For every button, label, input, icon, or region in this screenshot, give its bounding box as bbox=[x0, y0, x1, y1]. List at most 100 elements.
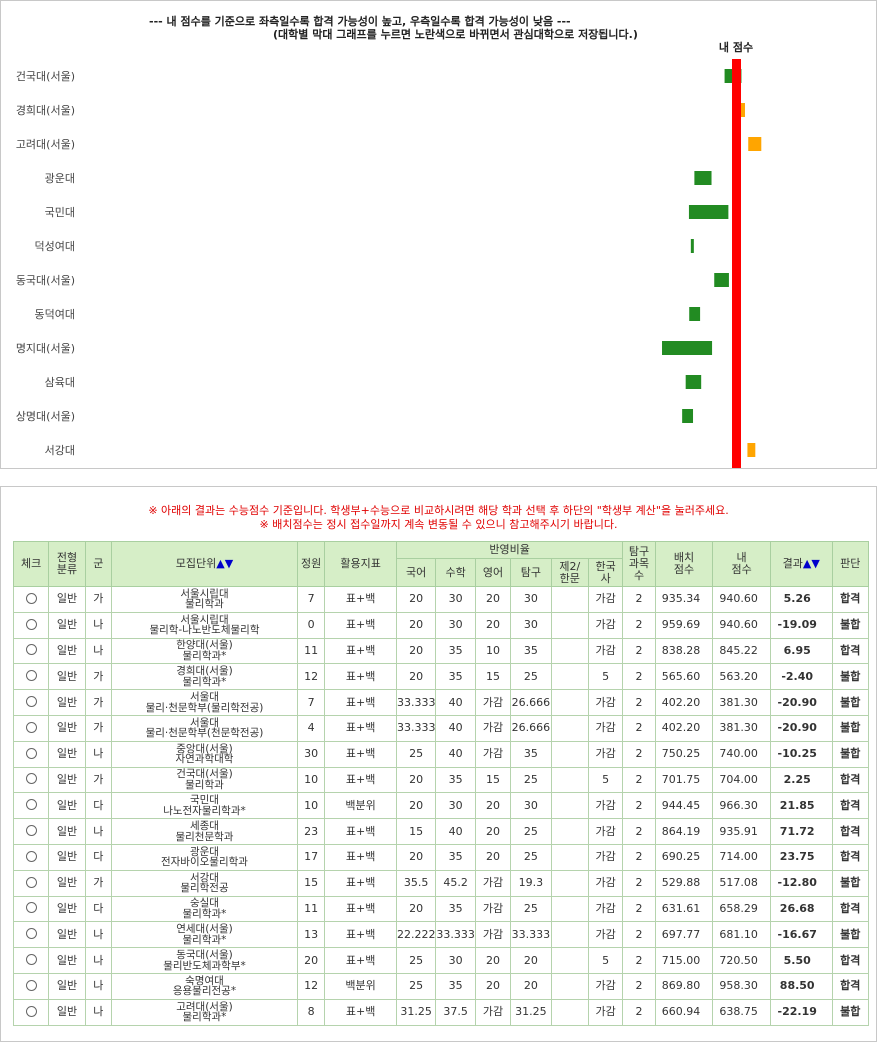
range-bar[interactable] bbox=[685, 375, 702, 389]
table-row[interactable]: 일반 나 연세대(서울) 물리학과* 13 표+백 22.222 33.333 가감 33.333… bbox=[12, 921, 870, 949]
cell-my: 517.08 bbox=[712, 869, 771, 897]
row-check-cell[interactable] bbox=[12, 921, 50, 949]
category-label: 광운대 bbox=[45, 172, 75, 185]
range-bar[interactable] bbox=[662, 341, 713, 355]
row-select-radio[interactable] bbox=[25, 721, 37, 733]
row-check-cell[interactable] bbox=[12, 843, 50, 871]
cell-hist: 가감 bbox=[587, 792, 624, 820]
row-select-radio[interactable] bbox=[25, 825, 37, 837]
range-bar-chart: 내 점수 건국대(서울) 경희대(서울) 고려대(서울) 광운대국민대덕성여대동국대(… bbox=[16, 40, 762, 468]
row-check-cell[interactable] bbox=[12, 869, 50, 897]
cell-inq: 20 bbox=[510, 947, 552, 974]
row-check-cell[interactable] bbox=[12, 947, 50, 974]
cell-lang2 bbox=[550, 869, 589, 897]
table-row[interactable]: 일반 나 서울시립대 물리학-나노반도체물리학 0 표+백 20 30 20 30 가감 2 959.6… bbox=[12, 611, 870, 639]
row-check-cell[interactable] bbox=[12, 792, 50, 820]
unit-cell[interactable]: 서강대 물리학전공 bbox=[111, 869, 298, 897]
range-bar[interactable] bbox=[689, 307, 701, 321]
cell-eng: 가감 bbox=[474, 895, 512, 923]
cell-inq: 35 bbox=[510, 740, 552, 768]
row-check-cell[interactable] bbox=[12, 663, 50, 691]
row-select-radio[interactable] bbox=[25, 954, 37, 966]
row-select-radio[interactable] bbox=[25, 773, 37, 785]
table-row[interactable]: 일반 나 동국대(서울) 물리반도체과학부* 20 표+백 25 30 20 20 5 2 715.00… bbox=[12, 947, 870, 974]
row-check-cell[interactable] bbox=[12, 818, 50, 845]
row-select-radio[interactable] bbox=[25, 799, 37, 811]
table-row[interactable]: 일반 다 국민대 나노전자물리학과* 10 백분위 20 30 20 30 가감 2 944.45 966… bbox=[12, 792, 870, 820]
unit-cell[interactable]: 세종대 물리천문학과 bbox=[111, 818, 298, 845]
range-bar[interactable] bbox=[748, 137, 762, 151]
range-bar[interactable] bbox=[682, 409, 694, 423]
unit-cell[interactable]: 서울시립대 물리학-나노반도체물리학 bbox=[111, 611, 298, 639]
row-select-radio[interactable] bbox=[25, 747, 37, 759]
unit-cell[interactable]: 서울대 물리·천문학부(천문학전공) bbox=[111, 714, 298, 742]
row-select-radio[interactable] bbox=[25, 928, 37, 940]
table-row[interactable]: 일반 가 서울시립대 물리학과 7 표+백 20 30 20 30 가감 2 935.34 940.60 5… bbox=[12, 586, 870, 613]
row-check-cell[interactable] bbox=[12, 895, 50, 923]
row-select-radio[interactable] bbox=[25, 592, 37, 604]
row-check-cell[interactable] bbox=[12, 586, 50, 613]
row-check-cell[interactable] bbox=[12, 637, 50, 665]
range-bar[interactable] bbox=[714, 273, 729, 287]
result-sort-icon[interactable]: ▲▼ bbox=[802, 557, 820, 570]
table-row[interactable]: 일반 다 광운대 전자바이오물리학과 17 표+백 20 35 20 25 가감 2 690.25 714… bbox=[12, 843, 870, 871]
range-bar[interactable] bbox=[694, 171, 712, 185]
row-select-radio[interactable] bbox=[25, 850, 37, 862]
row-check-cell[interactable] bbox=[12, 611, 50, 639]
cell-type: 일반 bbox=[48, 947, 86, 974]
unit-cell[interactable]: 건국대(서울) 물리학과 bbox=[111, 766, 298, 794]
unit-cell[interactable]: 중앙대(서울) 자연과학대학 bbox=[111, 740, 298, 768]
unit-cell[interactable]: 숙명여대 응용물리전공* bbox=[111, 972, 298, 1000]
row-select-radio[interactable] bbox=[25, 696, 37, 708]
table-row[interactable]: 일반 나 중앙대(서울) 자연과학대학 30 표+백 25 40 가감 35 가감 2 750.25 74… bbox=[12, 740, 870, 768]
row-check-cell[interactable] bbox=[12, 766, 50, 794]
row-check-cell[interactable] bbox=[12, 714, 50, 742]
table-row[interactable]: 일반 나 숙명여대 응용물리전공* 12 백분위 25 35 20 20 가감 2 869.80 958.… bbox=[12, 972, 870, 1000]
row-select-radio[interactable] bbox=[25, 876, 37, 888]
row-select-radio[interactable] bbox=[25, 902, 37, 914]
table-row[interactable]: 일반 나 세종대 물리천문학과 23 표+백 15 40 20 25 가감 2 864.19 935.91… bbox=[12, 818, 870, 845]
row-check-cell[interactable] bbox=[12, 740, 50, 768]
cell-quota: 11 bbox=[296, 637, 326, 665]
row-select-radio[interactable] bbox=[25, 618, 37, 630]
table-row[interactable]: 일반 나 고려대(서울) 물리학과* 8 표+백 31.25 37.5 가감 31.25 가감 2 66… bbox=[12, 998, 870, 1026]
chart-subtitle: (대학별 막대 그래프를 누르면 노란색으로 바뀌면서 관심대학으로 저장됩니다… bbox=[273, 28, 638, 41]
cell-kor: 33.333 bbox=[395, 689, 437, 716]
cell-cut: 690.25 bbox=[654, 843, 714, 871]
cell-verdict: 합격 bbox=[831, 895, 870, 923]
table-row[interactable]: 일반 가 건국대(서울) 물리학과 10 표+백 20 35 15 25 5 2 701.75 704.0… bbox=[12, 766, 870, 794]
unit-cell[interactable]: 경희대(서울) 물리학과* bbox=[111, 663, 298, 691]
range-bar[interactable] bbox=[690, 239, 694, 253]
category-label: 경희대(서울) bbox=[16, 104, 75, 117]
cell-group: 가 bbox=[84, 586, 113, 613]
row-check-cell[interactable] bbox=[12, 689, 50, 716]
unit-cell[interactable]: 서울시립대 물리학과 bbox=[111, 586, 298, 613]
range-bar[interactable] bbox=[688, 205, 729, 219]
row-select-radio[interactable] bbox=[25, 644, 37, 656]
table-row[interactable]: 일반 가 서울대 물리·천문학부(물리학전공) 7 표+백 33.333 40 가감 26.666… bbox=[12, 689, 870, 716]
unit-cell[interactable]: 동국대(서울) 물리반도체과학부* bbox=[111, 947, 298, 974]
range-bar[interactable] bbox=[747, 443, 756, 457]
row-check-cell[interactable] bbox=[12, 972, 50, 1000]
unit-cell[interactable]: 한양대(서울) 물리학과* bbox=[111, 637, 298, 665]
unit-cell[interactable]: 서울대 물리·천문학부(물리학전공) bbox=[111, 689, 298, 716]
table-row[interactable]: 일반 가 경희대(서울) 물리학과* 12 표+백 20 35 15 25 5 2 565.60 563.… bbox=[12, 663, 870, 691]
unit-sort-icon[interactable]: ▲▼ bbox=[216, 557, 234, 570]
unit-cell[interactable]: 숭실대 물리학과* bbox=[111, 895, 298, 923]
cell-inq: 26.666 bbox=[510, 714, 552, 742]
unit-cell[interactable]: 고려대(서울) 물리학과* bbox=[111, 998, 298, 1026]
unit-cell[interactable]: 국민대 나노전자물리학과* bbox=[111, 792, 298, 820]
cell-inq-cnt: 2 bbox=[622, 972, 656, 1000]
row-select-radio[interactable] bbox=[25, 670, 37, 682]
unit-cell[interactable]: 광운대 전자바이오물리학과 bbox=[111, 843, 298, 871]
unit-cell[interactable]: 연세대(서울) 물리학과* bbox=[111, 921, 298, 949]
row-check-cell[interactable] bbox=[12, 998, 50, 1026]
header-unit[interactable]: 모집단위▲▼ bbox=[111, 541, 298, 587]
table-row[interactable]: 일반 가 서울대 물리·천문학부(천문학전공) 4 표+백 33.333 40 가감 26.666… bbox=[12, 714, 870, 742]
table-row[interactable]: 일반 다 숭실대 물리학과* 11 표+백 20 35 가감 25 가감 2 631.61 658.29 2… bbox=[12, 895, 870, 923]
row-select-radio[interactable] bbox=[25, 979, 37, 991]
header-result[interactable]: 결과▲▼ bbox=[769, 541, 833, 587]
table-row[interactable]: 일반 가 서강대 물리학전공 15 표+백 35.5 45.2 가감 19.3 가감 2 529.88 5… bbox=[12, 869, 870, 897]
table-row[interactable]: 일반 나 한양대(서울) 물리학과* 11 표+백 20 35 10 35 가감 2 838.28 845… bbox=[12, 637, 870, 665]
row-select-radio[interactable] bbox=[25, 1005, 37, 1017]
